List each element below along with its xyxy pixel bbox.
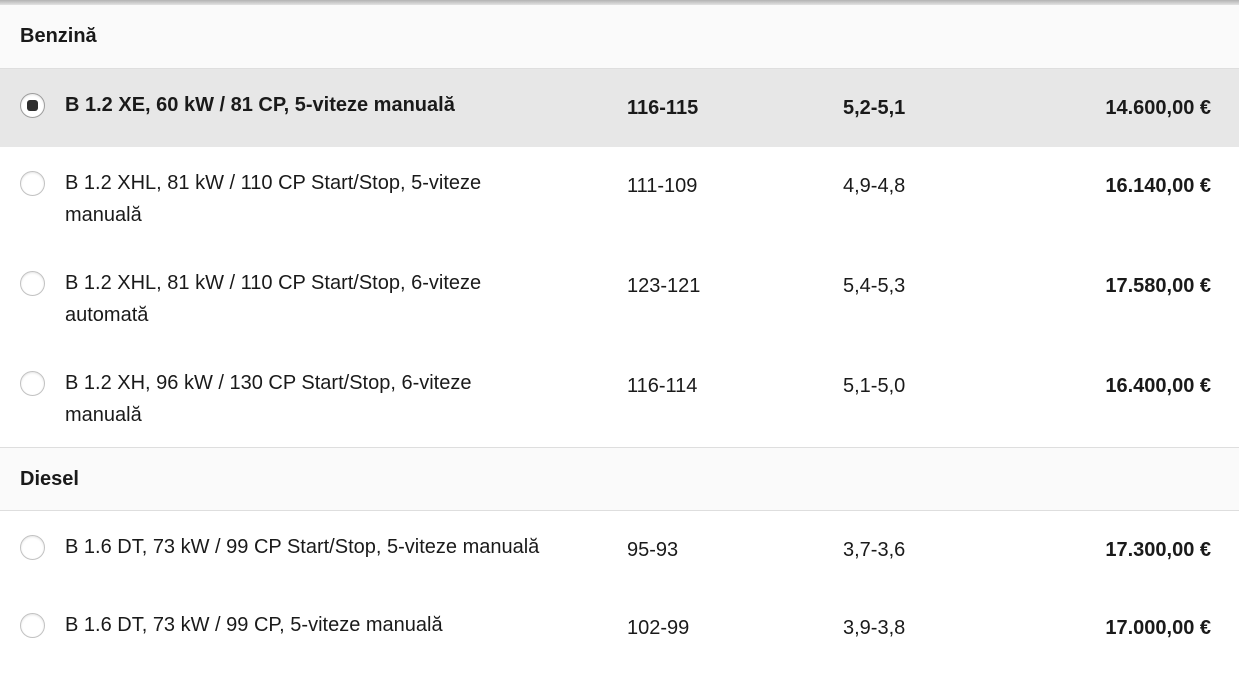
engine-name: B 1.2 XH, 96 kW / 130 CP Start/Stop, 6-v… (65, 372, 472, 426)
co2-value: 111-109 (627, 175, 698, 197)
co2-value: 123-121 (627, 275, 701, 297)
co2-value: 116-115 (627, 97, 699, 119)
section-title: Diesel (20, 467, 79, 490)
engine-row[interactable]: B 1.6 DT, 73 kW / 99 CP, 5-viteze manual… (0, 589, 1239, 667)
engine-rows: B 1.6 DT, 73 kW / 99 CP Start/Stop, 5-vi… (0, 511, 1239, 667)
consumption-cell: 5,2-5,1 (828, 89, 1043, 124)
engine-radio[interactable] (20, 613, 45, 638)
engine-price: 17.300,00 € (1105, 539, 1211, 561)
engine-name-cell: B 1.2 XH, 96 kW / 130 CP Start/Stop, 6-v… (65, 367, 610, 431)
engine-name-cell: B 1.6 DT, 73 kW / 99 CP Start/Stop, 5-vi… (65, 531, 610, 563)
consumption-value: 3,9-3,8 (843, 617, 906, 639)
co2-value: 116-114 (627, 375, 698, 397)
top-border (0, 0, 1239, 5)
consumption-value: 3,7-3,6 (843, 539, 906, 561)
consumption-value: 5,1-5,0 (843, 375, 906, 397)
engine-name: B 1.6 DT, 73 kW / 99 CP, 5-viteze manual… (65, 614, 443, 636)
engine-name: B 1.6 DT, 73 kW / 99 CP Start/Stop, 5-vi… (65, 536, 540, 558)
engine-price: 17.000,00 € (1105, 617, 1211, 639)
radio-cell (0, 167, 65, 196)
engine-name: B 1.2 XE, 60 kW / 81 CP, 5-viteze manual… (65, 94, 455, 116)
engine-row[interactable]: B 1.2 XE, 60 kW / 81 CP, 5-viteze manual… (0, 69, 1239, 147)
price-cell: 17.000,00 € (1043, 609, 1239, 644)
price-cell: 14.600,00 € (1043, 89, 1239, 124)
price-cell: 17.300,00 € (1043, 531, 1239, 566)
engine-price: 16.400,00 € (1105, 375, 1211, 397)
engine-price: 16.140,00 € (1105, 175, 1211, 197)
consumption-cell: 3,9-3,8 (828, 609, 1043, 644)
radio-cell (0, 267, 65, 296)
consumption-cell: 3,7-3,6 (828, 531, 1043, 566)
co2-value: 95-93 (627, 539, 679, 561)
consumption-value: 5,2-5,1 (843, 97, 906, 119)
section-title: Benzină (20, 25, 97, 47)
section-header: Diesel (0, 447, 1239, 511)
price-cell: 17.580,00 € (1043, 267, 1239, 302)
section-header: Benzină (0, 5, 1239, 69)
fuel-section: Benzină B 1.2 XE, 60 kW / 81 CP, 5-vitez… (0, 5, 1239, 447)
co2-cell: 123-121 (610, 267, 828, 302)
fuel-section: Diesel B 1.6 DT, 73 kW / 99 CP Start/Sto… (0, 447, 1239, 667)
radio-dot-icon (27, 100, 38, 111)
co2-cell: 102-99 (610, 609, 828, 644)
consumption-value: 5,4-5,3 (843, 275, 906, 297)
engine-price-table: Benzină B 1.2 XE, 60 kW / 81 CP, 5-vitez… (0, 0, 1239, 667)
radio-cell (0, 531, 65, 560)
engine-radio[interactable] (20, 171, 45, 196)
engine-price: 17.580,00 € (1105, 275, 1211, 297)
radio-cell (0, 89, 65, 118)
consumption-cell: 4,9-4,8 (828, 167, 1043, 202)
engine-row[interactable]: B 1.2 XHL, 81 kW / 110 CP Start/Stop, 6-… (0, 247, 1239, 347)
engine-row[interactable]: B 1.6 DT, 73 kW / 99 CP Start/Stop, 5-vi… (0, 511, 1239, 589)
engine-radio[interactable] (20, 271, 45, 296)
engine-rows: B 1.2 XE, 60 kW / 81 CP, 5-viteze manual… (0, 69, 1239, 447)
engine-name: B 1.2 XHL, 81 kW / 110 CP Start/Stop, 5-… (65, 172, 482, 226)
co2-cell: 95-93 (610, 531, 828, 566)
engine-price: 14.600,00 € (1105, 97, 1211, 119)
radio-cell (0, 367, 65, 396)
co2-value: 102-99 (627, 617, 690, 639)
engine-radio[interactable] (20, 535, 45, 560)
engine-name-cell: B 1.2 XHL, 81 kW / 110 CP Start/Stop, 5-… (65, 167, 610, 231)
consumption-cell: 5,4-5,3 (828, 267, 1043, 302)
engine-row[interactable]: B 1.2 XH, 96 kW / 130 CP Start/Stop, 6-v… (0, 347, 1239, 447)
consumption-cell: 5,1-5,0 (828, 367, 1043, 402)
co2-cell: 111-109 (610, 167, 828, 202)
engine-row[interactable]: B 1.2 XHL, 81 kW / 110 CP Start/Stop, 5-… (0, 147, 1239, 247)
price-cell: 16.140,00 € (1043, 167, 1239, 202)
engine-name-cell: B 1.6 DT, 73 kW / 99 CP, 5-viteze manual… (65, 609, 610, 641)
engine-name: B 1.2 XHL, 81 kW / 110 CP Start/Stop, 6-… (65, 272, 482, 326)
radio-cell (0, 609, 65, 638)
engine-radio[interactable] (20, 93, 45, 118)
price-cell: 16.400,00 € (1043, 367, 1239, 402)
co2-cell: 116-114 (610, 367, 828, 402)
engine-radio[interactable] (20, 371, 45, 396)
consumption-value: 4,9-4,8 (843, 175, 906, 197)
sections-container: Benzină B 1.2 XE, 60 kW / 81 CP, 5-vitez… (0, 5, 1239, 667)
engine-name-cell: B 1.2 XE, 60 kW / 81 CP, 5-viteze manual… (65, 89, 610, 121)
engine-name-cell: B 1.2 XHL, 81 kW / 110 CP Start/Stop, 6-… (65, 267, 610, 331)
co2-cell: 116-115 (610, 89, 828, 124)
